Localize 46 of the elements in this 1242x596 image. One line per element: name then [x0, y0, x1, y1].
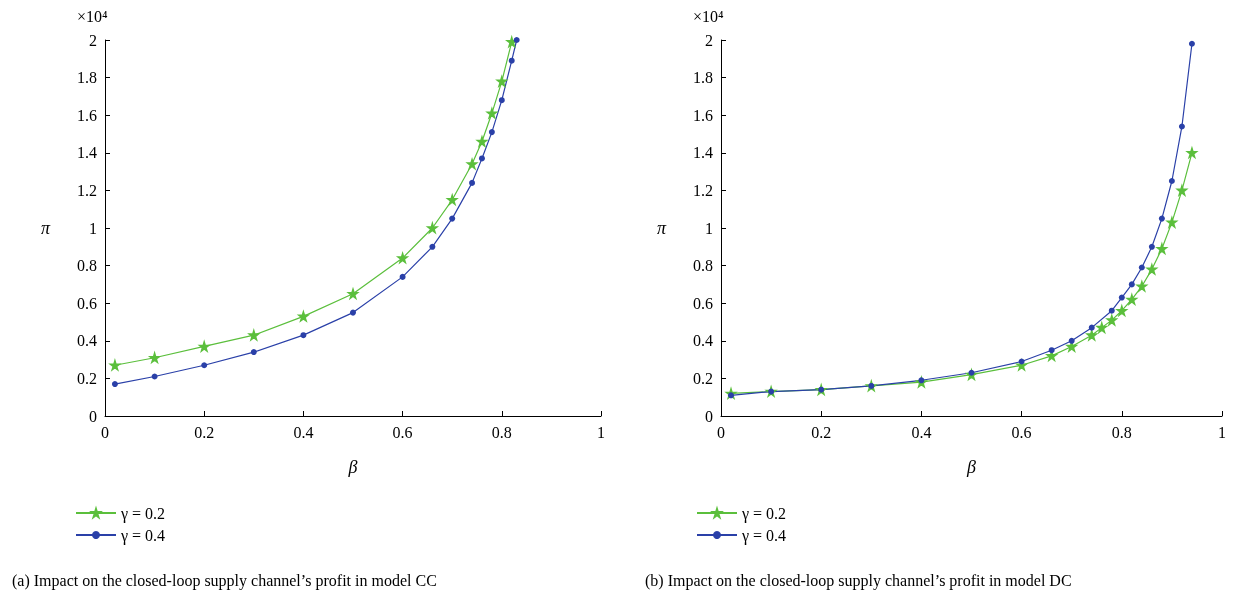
text: (b) Impact on the closed-loop supply channel’s profit in model DC — [645, 571, 1072, 590]
x-tick-label: 1 — [597, 423, 605, 441]
x-tick-label: 0 — [717, 423, 725, 441]
x-tick-label: 0 — [101, 423, 109, 441]
x-axis-title: β — [347, 457, 358, 477]
y-tick-label: 1 — [89, 219, 97, 237]
text: ×10⁴ — [77, 7, 109, 25]
x-tick-label: 0.6 — [1011, 423, 1032, 441]
y-tick-label: 0 — [705, 407, 713, 425]
y-tick-label: 1.6 — [77, 106, 97, 124]
x-tick-label: 0.2 — [194, 423, 215, 441]
x-tick-label: 0.8 — [491, 423, 512, 441]
y-tick-label: 1.4 — [693, 144, 713, 162]
y-tick-label: 1.2 — [693, 181, 713, 199]
y-tick-label: 0.2 — [693, 369, 713, 387]
legend-label: γ = 0.2 — [120, 504, 166, 523]
y-tick-label: 0.6 — [77, 294, 97, 312]
text: (a) Impact on the closed-loop supply channel’s profit in model CC — [12, 571, 437, 590]
y-tick-label: 1 — [705, 219, 713, 237]
y-tick-label: 0.2 — [77, 369, 97, 387]
y-tick-label: 1.8 — [77, 69, 97, 87]
x-tick-label: 0.8 — [1111, 423, 1132, 441]
y-tick-label: 1.4 — [77, 144, 97, 162]
y-axis-title: π — [656, 218, 667, 238]
y-axis-title: π — [40, 218, 51, 238]
y-tick-label: 0.4 — [77, 332, 97, 350]
y-tick-label: 1.8 — [693, 69, 713, 87]
x-axis-title: β — [966, 457, 977, 477]
y-tick-label: 0.8 — [693, 257, 713, 275]
x-tick-label: 0.4 — [911, 423, 932, 441]
x-tick-label: 0.4 — [293, 423, 314, 441]
y-tick-label: 2 — [89, 31, 97, 49]
x-tick-label: 0.6 — [392, 423, 413, 441]
x-tick-label: 0.2 — [811, 423, 832, 441]
legend-label: γ = 0.4 — [120, 526, 166, 545]
y-tick-label: 0.4 — [693, 332, 713, 350]
y-tick-label: 1.6 — [693, 106, 713, 124]
y-tick-label: 2 — [705, 31, 713, 49]
legend-label: γ = 0.4 — [741, 526, 787, 545]
x-tick-label: 1 — [1218, 423, 1226, 441]
y-tick-label: 0.6 — [693, 294, 713, 312]
legend-label: γ = 0.2 — [741, 504, 787, 523]
y-tick-label: 0.8 — [77, 257, 97, 275]
y-tick-label: 0 — [89, 407, 97, 425]
text: ×10⁴ — [693, 7, 725, 25]
y-tick-label: 1.2 — [77, 181, 97, 199]
